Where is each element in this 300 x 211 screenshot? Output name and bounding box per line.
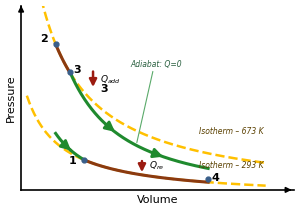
Text: 4: 4 [212,173,220,183]
Text: 2: 2 [40,34,48,45]
Text: $Q_{re}$: $Q_{re}$ [149,160,164,172]
Text: 3: 3 [74,65,81,75]
X-axis label: Volume: Volume [137,195,178,206]
Text: Adiabat: Q=0: Adiabat: Q=0 [130,60,182,69]
Text: Isotherm – 673 K: Isotherm – 673 K [200,127,264,137]
Y-axis label: Pressure: Pressure [6,74,16,122]
Text: Isotherm – 293 K: Isotherm – 293 K [200,161,264,170]
Text: $Q_{add}$: $Q_{add}$ [100,74,121,86]
Text: 3: 3 [100,84,108,93]
Text: 1: 1 [69,156,76,166]
